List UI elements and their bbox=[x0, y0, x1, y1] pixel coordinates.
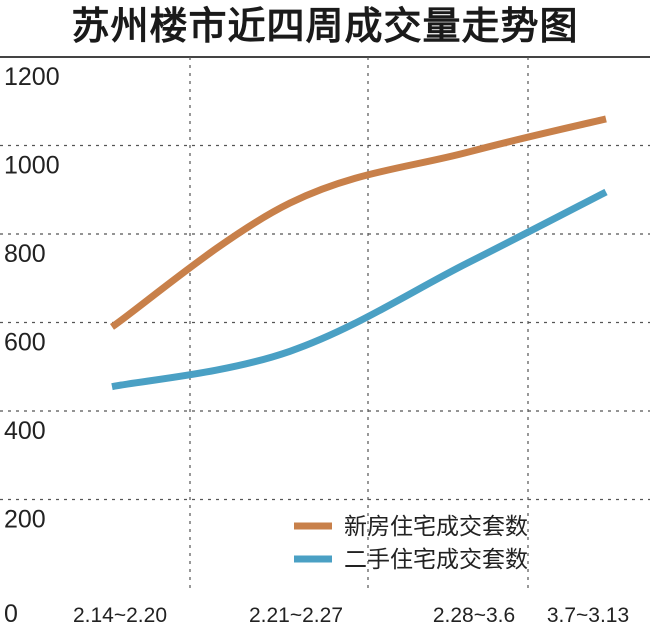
series-lines bbox=[109, 115, 608, 391]
y-tick-label: 800 bbox=[4, 240, 46, 268]
x-tick-label: 2.21~2.27 bbox=[249, 604, 343, 627]
x-tick-label: 2.28~3.6 bbox=[433, 604, 515, 627]
y-tick-label: 1200 bbox=[4, 63, 60, 91]
y-tick-label: 0 bbox=[4, 600, 18, 628]
y-tick-label: 1000 bbox=[4, 152, 60, 180]
y-tick-label: 400 bbox=[4, 417, 46, 445]
series-line-2 bbox=[111, 188, 608, 391]
y-tick-label: 600 bbox=[4, 329, 46, 357]
series-line-1 bbox=[109, 115, 607, 330]
x-tick-label: 2.14~2.20 bbox=[73, 604, 167, 627]
grid-lines bbox=[0, 56, 650, 588]
x-tick-label: 3.7~3.13 bbox=[547, 604, 629, 627]
y-axis-ticks: 0 200 400 600 800 1000 1200 bbox=[4, 63, 60, 628]
chart-title: 苏州楼市近四周成交量走势图 bbox=[71, 4, 579, 48]
legend-label: 二手住宅成交套数 bbox=[344, 547, 528, 573]
x-axis-ticks: 2.14~2.20 2.21~2.27 2.28~3.6 3.7~3.13 bbox=[73, 604, 629, 627]
legend-label: 新房住宅成交套数 bbox=[344, 514, 528, 540]
y-tick-label: 200 bbox=[4, 506, 46, 534]
